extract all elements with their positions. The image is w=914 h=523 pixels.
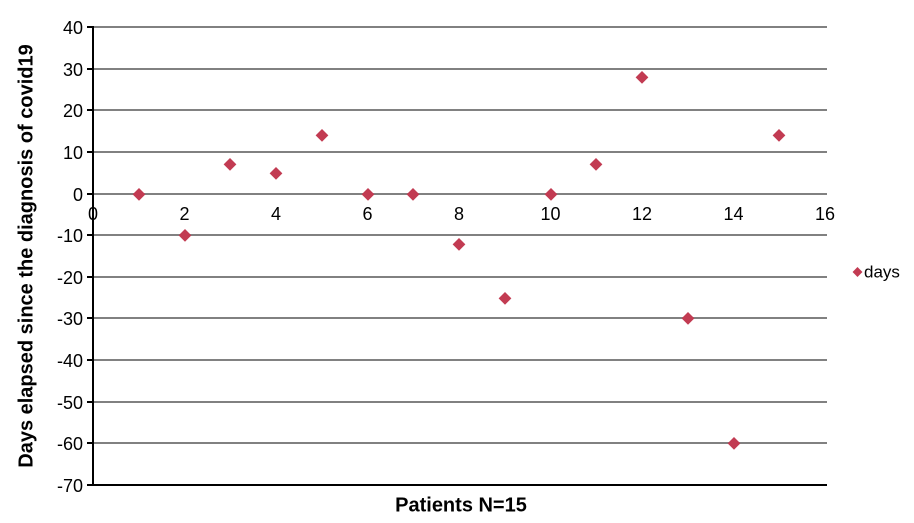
y-axis-tick	[87, 192, 93, 195]
x-tick-label: 6	[362, 204, 373, 224]
y-tick-label: 40	[62, 18, 83, 38]
x-axis-title: Patients N=15	[395, 494, 527, 517]
gridline	[93, 484, 827, 486]
gridline	[93, 359, 827, 362]
y-axis-line	[92, 26, 94, 486]
data-point-marker	[224, 158, 237, 171]
data-point-marker	[727, 437, 740, 450]
data-point-marker	[407, 187, 420, 200]
x-tick-label: 16	[814, 204, 836, 224]
data-point-marker	[681, 312, 694, 325]
y-axis-tick	[87, 67, 93, 70]
y-tick-label: -30	[56, 309, 83, 330]
y-axis-tick	[87, 400, 93, 403]
gridline	[93, 109, 827, 112]
data-point-marker	[178, 229, 191, 242]
x-tick-label: 10	[540, 204, 561, 224]
data-point-marker	[773, 129, 786, 142]
y-axis-tick	[87, 109, 93, 112]
y-axis-tick	[87, 442, 93, 445]
y-tick-label: 0	[72, 184, 83, 205]
data-point-marker	[132, 187, 145, 200]
y-tick-label: -60	[56, 434, 83, 455]
x-tick-label: 4	[270, 204, 282, 224]
x-tick-label: 2	[179, 204, 190, 224]
gridline	[93, 442, 827, 445]
y-axis-tick	[87, 275, 93, 278]
y-tick-label: -50	[56, 392, 83, 413]
y-tick-label: 30	[62, 59, 83, 80]
y-tick-label: 20	[62, 101, 83, 122]
gridline	[93, 317, 827, 320]
gridline	[93, 234, 827, 237]
y-tick-label: -40	[56, 351, 83, 372]
legend-series-label: days	[864, 262, 900, 282]
data-point-marker	[269, 166, 283, 179]
y-tick-label: -10	[56, 226, 83, 247]
y-tick-label: -20	[56, 267, 83, 288]
data-point-marker	[361, 187, 374, 200]
x-tick-label: 8	[453, 204, 465, 224]
y-axis-tick	[87, 317, 93, 320]
y-tick-label: -70	[56, 476, 83, 496]
data-point-marker	[452, 237, 466, 250]
y-tick-label: 10	[62, 142, 83, 163]
data-point-marker	[498, 291, 511, 304]
gridline	[93, 26, 827, 28]
x-tick-label: 12	[631, 204, 653, 224]
legend: days	[852, 262, 900, 282]
legend-diamond-icon	[852, 267, 863, 277]
y-axis-tick	[87, 234, 93, 237]
gridline	[93, 67, 827, 70]
gridline	[93, 400, 827, 403]
y-axis-tick	[87, 484, 93, 486]
x-tick-label: 0	[87, 204, 99, 224]
data-point-marker	[544, 187, 557, 200]
gridline	[93, 192, 827, 195]
data-point-marker	[315, 129, 328, 142]
data-point-marker	[635, 70, 649, 83]
y-axis-tick	[87, 26, 93, 28]
gridline	[93, 275, 827, 278]
gridline	[93, 150, 827, 153]
y-axis-tick	[87, 359, 93, 362]
data-point-marker	[590, 158, 603, 171]
x-tick-label: 14	[723, 204, 744, 224]
y-axis-tick	[87, 150, 93, 153]
